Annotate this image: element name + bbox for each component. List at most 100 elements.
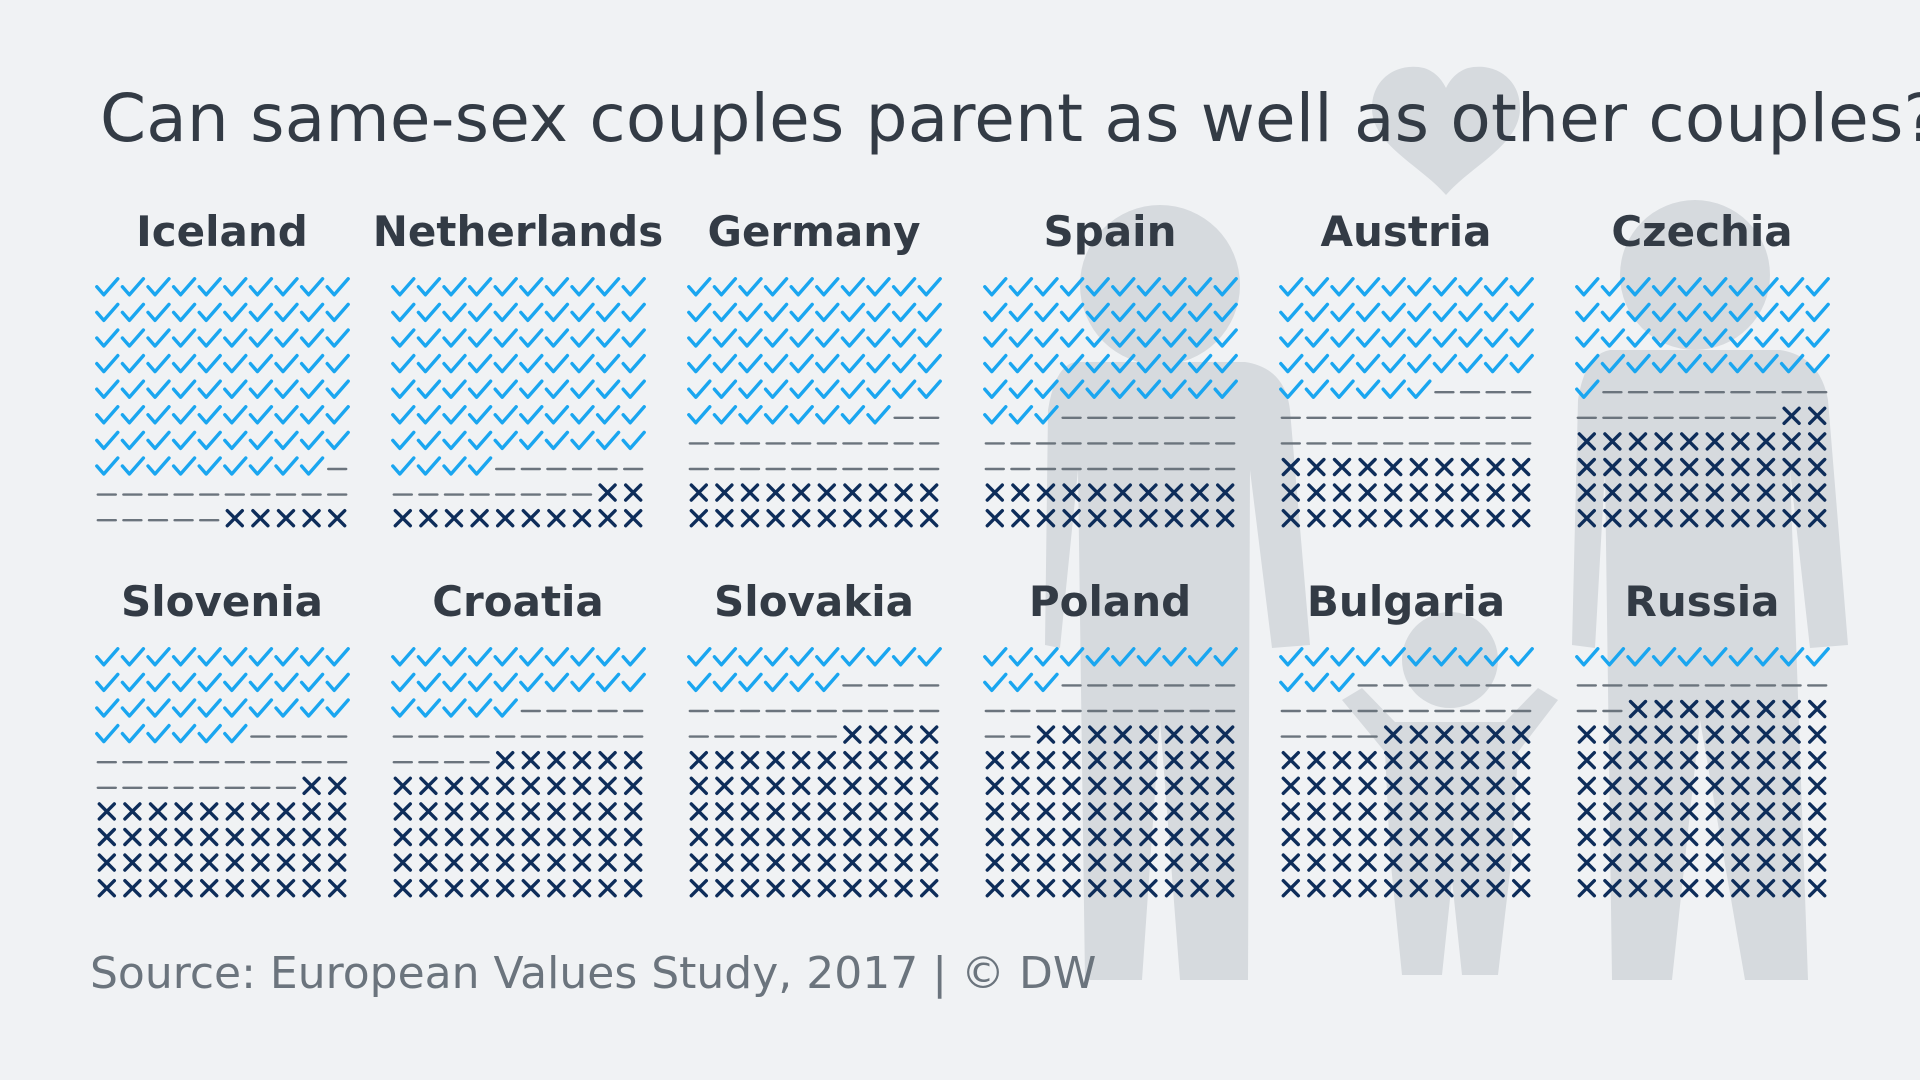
cross-icon (200, 827, 219, 847)
check-icon (1034, 647, 1059, 667)
check-icon (442, 405, 467, 425)
cross-icon (1036, 827, 1056, 847)
cross-icon (1190, 879, 1209, 898)
check-icon (738, 277, 763, 297)
cross-icon (1628, 699, 1648, 719)
cross-icon (1139, 776, 1158, 795)
cross-icon (624, 751, 643, 770)
check-icon (299, 698, 325, 718)
check-icon (299, 353, 325, 374)
check-icon (917, 277, 942, 297)
unit-grid (687, 647, 942, 898)
check-icon (1407, 328, 1432, 348)
cross-icon (766, 879, 785, 898)
check-icon (1805, 353, 1830, 374)
check-icon (866, 328, 891, 348)
check-icon (1677, 647, 1702, 667)
cross-icon (1680, 751, 1699, 770)
check-icon (789, 302, 814, 323)
cross-icon (1332, 853, 1352, 872)
cross-icon (148, 853, 168, 872)
check-icon (467, 379, 493, 399)
cross-icon (1307, 827, 1326, 847)
cross-icon (1654, 879, 1673, 898)
check-icon (442, 647, 467, 667)
cross-icon (1782, 509, 1801, 528)
check-icon (1085, 379, 1110, 399)
unit-grid (95, 647, 350, 898)
cross-icon (174, 802, 193, 821)
cross-icon (200, 879, 219, 898)
check-icon (815, 647, 840, 667)
cross-icon (1782, 432, 1801, 451)
cross-icon (1756, 853, 1776, 872)
check-icon (687, 353, 712, 374)
check-icon (223, 698, 248, 718)
cross-icon (1384, 827, 1403, 847)
check-icon (391, 353, 416, 374)
check-icon (223, 379, 248, 399)
cross-icon (598, 776, 617, 795)
cross-icon (1113, 483, 1132, 502)
check-icon (1187, 379, 1213, 399)
cross-icon (598, 827, 617, 847)
cross-icon (792, 751, 811, 770)
check-icon (274, 353, 299, 374)
cross-icon (572, 879, 592, 898)
cross-icon (1808, 483, 1827, 502)
cross-icon (328, 827, 347, 847)
cross-icon (1603, 827, 1622, 847)
cross-icon (1486, 483, 1505, 502)
check-icon (416, 647, 442, 667)
check-icon (416, 302, 442, 323)
check-icon (1575, 277, 1600, 297)
cross-icon (1460, 853, 1480, 872)
cross-icon (1512, 827, 1531, 847)
cross-icon (740, 751, 760, 770)
cross-icon (1409, 725, 1428, 744)
cross-icon (1281, 751, 1300, 770)
country-panel-croatia: Croatia (391, 577, 646, 898)
cross-icon (894, 879, 913, 898)
check-icon (493, 379, 518, 399)
cross-icon (521, 509, 540, 528)
check-icon (95, 698, 120, 718)
cross-icon (1332, 776, 1352, 795)
check-icon (197, 698, 222, 718)
check-icon (570, 430, 595, 451)
cross-icon (276, 827, 296, 847)
cross-icon (1062, 483, 1081, 502)
cross-icon (985, 751, 1004, 770)
check-icon (1085, 277, 1110, 297)
check-icon (815, 379, 840, 399)
cross-icon (766, 751, 785, 770)
check-icon (1111, 277, 1136, 297)
cross-icon (1190, 853, 1209, 872)
check-icon (866, 302, 891, 323)
check-icon (95, 430, 120, 451)
cross-icon (1731, 699, 1750, 719)
cross-icon (1307, 457, 1326, 477)
cross-icon (1628, 776, 1648, 795)
cross-icon (1216, 879, 1235, 898)
check-icon (917, 647, 942, 667)
cross-icon (444, 827, 464, 847)
check-icon (1279, 302, 1304, 323)
cross-icon (843, 853, 862, 872)
check-icon (146, 277, 171, 297)
check-icon (1703, 328, 1728, 348)
check-icon (171, 302, 197, 323)
check-icon (95, 328, 120, 348)
cross-icon (1435, 725, 1454, 744)
check-icon (171, 353, 197, 374)
check-icon (274, 379, 299, 399)
check-icon (248, 302, 274, 323)
check-icon (1754, 302, 1779, 323)
cross-icon (985, 509, 1004, 528)
check-icon (621, 379, 646, 399)
cross-icon (1409, 802, 1428, 821)
check-icon (1600, 302, 1626, 323)
cross-icon (689, 751, 708, 770)
cross-icon (1603, 853, 1622, 872)
